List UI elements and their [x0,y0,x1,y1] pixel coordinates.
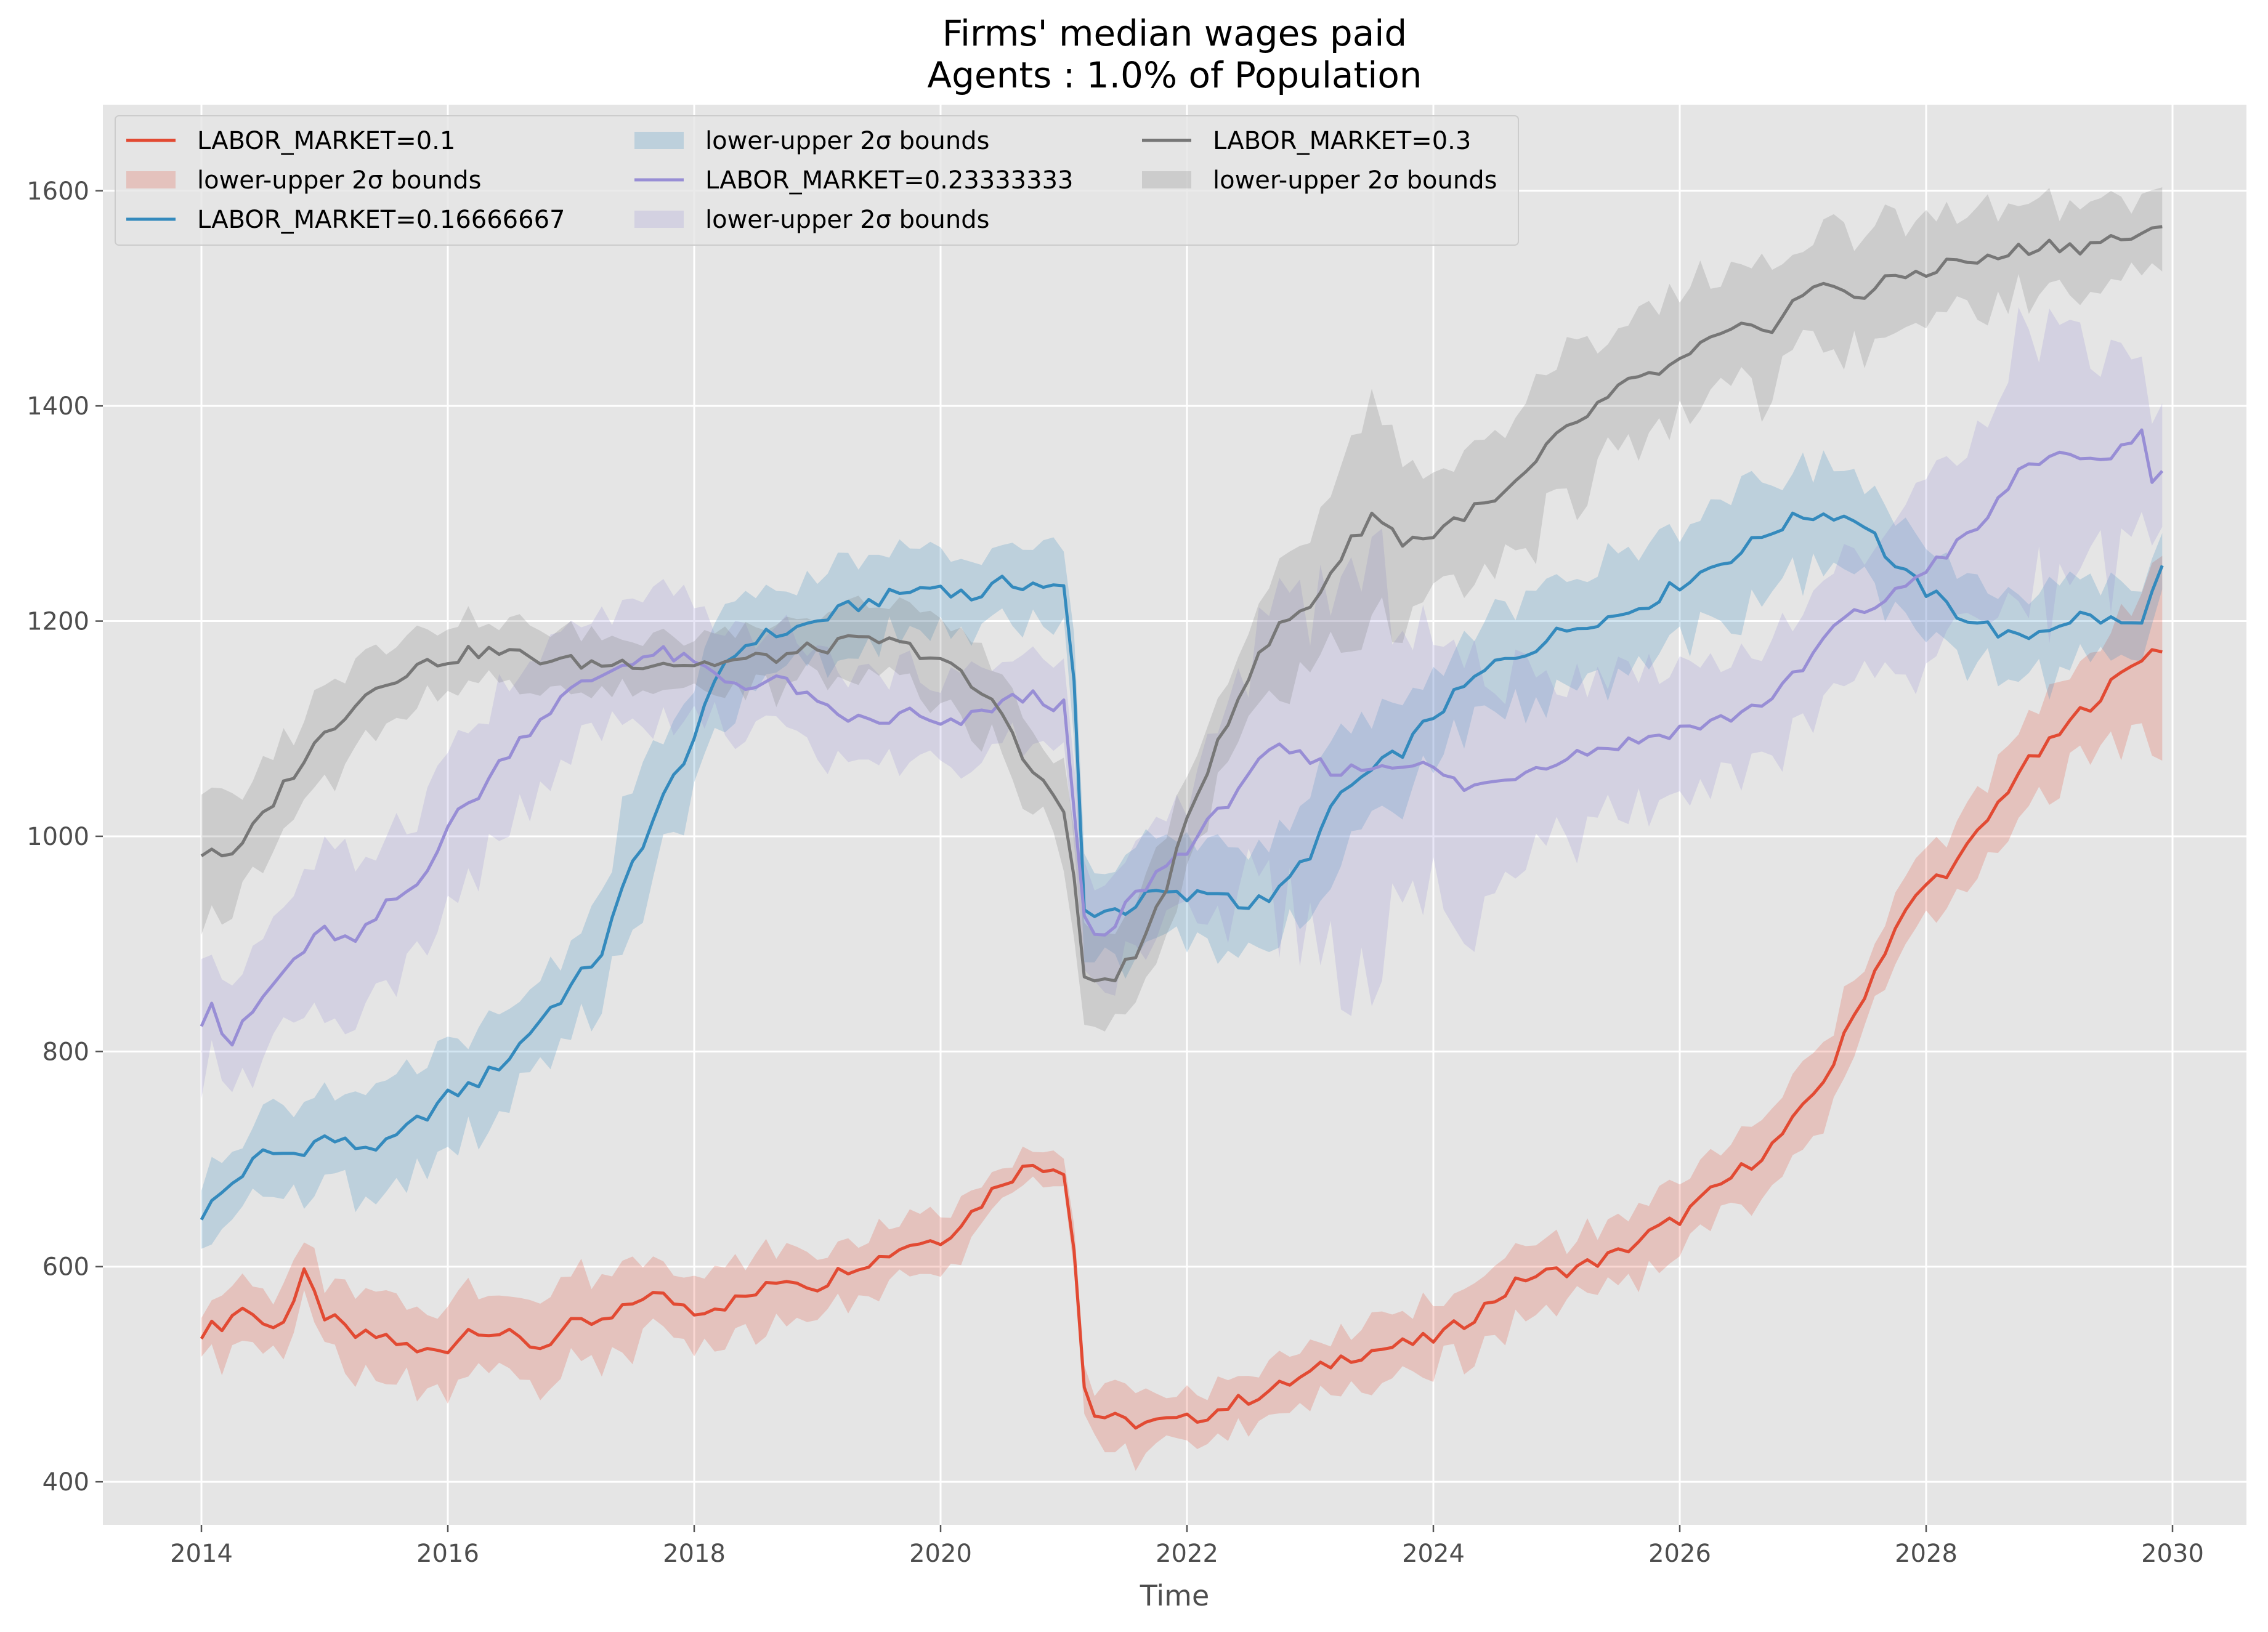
y-tick-label: 800 [43,1038,89,1066]
legend-label: LABOR_MARKET=0.16666667 [197,206,565,234]
grid-lines [103,105,2246,1525]
x-tick-label: 2026 [1648,1540,1711,1568]
legend-label: lower-upper 2σ bounds [1213,166,1497,195]
legend-label: lower-upper 2σ bounds [705,206,989,234]
x-tick-label: 2022 [1156,1540,1218,1568]
legend-label: lower-upper 2σ bounds [705,127,989,155]
legend-label: LABOR_MARKET=0.23333333 [705,166,1073,195]
x-tick-label: 2020 [909,1540,972,1568]
y-tick-label: 1400 [26,392,89,421]
series-band-2 [201,307,2163,1099]
series-line-3 [200,225,2163,983]
legend-label: lower-upper 2σ bounds [197,166,481,195]
series-band-0 [201,555,2163,1471]
series-lines [200,225,2164,1430]
axis-ticks: 2014 2016 2018 2020 2022 2024 2026 2028 2030 400 6… [26,177,2204,1568]
series-band-3 [201,187,2163,1032]
x-tick-label: 2028 [1895,1540,1958,1568]
y-tick-label: 400 [43,1468,89,1497]
legend-patch-swatch [126,171,176,188]
plot-area [103,105,2246,1525]
chart-title: Firms' median wages paid [942,12,1407,54]
x-tick-label: 2016 [416,1540,479,1568]
series-band-1 [201,450,2163,1249]
confidence-bands [201,187,2163,1471]
legend-patch-swatch [1142,171,1191,188]
series-line-0 [200,648,2163,1430]
series-line-2 [200,428,2164,1047]
legend-patch-swatch [634,132,684,149]
y-tick-label: 1600 [26,177,89,206]
legend-label: LABOR_MARKET=0.3 [1213,127,1471,155]
legend-patch-swatch [634,211,684,228]
legend-label: LABOR_MARKET=0.1 [197,127,455,155]
x-tick-label: 2024 [1402,1540,1465,1568]
y-tick-label: 1000 [26,823,89,851]
series-line-1 [200,511,2164,1221]
x-tick-label: 2030 [2141,1540,2204,1568]
legend-frame [115,115,1519,246]
x-tick-label: 2018 [663,1540,726,1568]
legend: LABOR_MARKET=0.1 lower-upper 2σ bounds LAB… [115,115,1519,246]
chart-subtitle: Agents : 1.0% of Population [927,54,1422,96]
x-axis-label: Time [1140,1579,1210,1612]
y-tick-label: 1200 [26,608,89,636]
x-tick-label: 2014 [170,1540,233,1568]
y-tick-label: 600 [43,1253,89,1282]
